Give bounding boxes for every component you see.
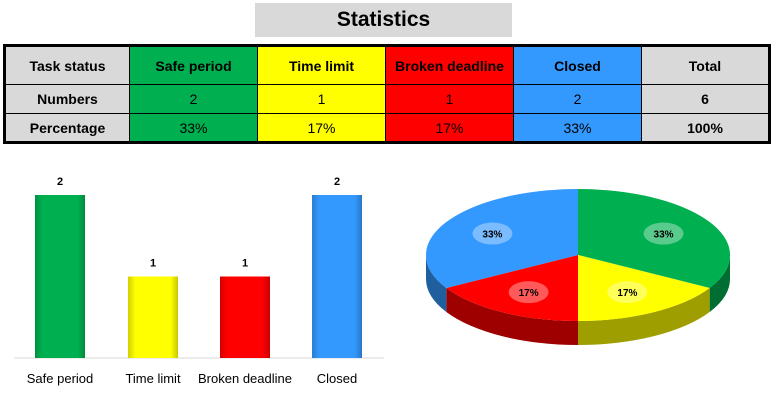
pie-slice-time-limit <box>578 255 710 321</box>
bar-data-label-broken-deadline: 1 <box>242 258 248 270</box>
cell-percentage-safe-period: 33% <box>129 113 258 143</box>
cell-number-time-limit: 1 <box>257 84 386 114</box>
statistics-table: Task status Safe period Time limit Broke… <box>3 44 771 144</box>
header-broken-deadline: Broken deadline <box>385 45 514 85</box>
cell-percentage-total: 100% <box>641 113 770 143</box>
cell-number-closed: 2 <box>513 84 642 114</box>
row-label-percentage: Percentage <box>4 113 130 143</box>
cell-percentage-time-limit: 17% <box>257 113 386 143</box>
bar-data-label-safe-period: 2 <box>57 176 63 188</box>
cell-number-safe-period: 2 <box>129 84 258 114</box>
cell-number-broken-deadline: 1 <box>385 84 514 114</box>
pie-label-bubble-broken-deadline <box>508 281 549 304</box>
pie-data-label-safe-period: 33% <box>654 230 674 241</box>
cell-percentage-closed: 33% <box>513 113 642 143</box>
pie-label-bubble-safe-period <box>643 222 684 245</box>
cell-number-total: 6 <box>641 84 770 114</box>
bar-data-label-closed: 2 <box>334 176 340 188</box>
pie-side-safe-period <box>709 255 730 312</box>
header-safe-period: Safe period <box>129 45 258 85</box>
bar-tick-label-closed: Closed <box>317 371 357 386</box>
bar-tick-label-time-limit: Time limit <box>125 371 181 386</box>
bar-shade-safe-period <box>35 195 85 358</box>
bar-tick-label-broken-deadline: Broken deadline <box>198 371 292 386</box>
bar-shade-broken-deadline <box>220 276 270 358</box>
pie-data-label-time-limit: 17% <box>617 288 637 299</box>
bar-data-label-time-limit: 1 <box>150 258 156 270</box>
bar-shade-time-limit <box>128 276 178 358</box>
header-closed: Closed <box>513 45 642 85</box>
pie-label-bubble-closed <box>472 222 513 245</box>
pie-slice-safe-period <box>578 189 730 288</box>
header-total: Total <box>641 45 770 85</box>
page-title: Statistics <box>255 3 512 37</box>
pie-data-label-broken-deadline: 17% <box>519 288 539 299</box>
bar-shade-closed <box>312 195 362 358</box>
bar-tick-label-safe-period: Safe period <box>27 371 94 386</box>
pie-slice-broken-deadline <box>446 255 578 321</box>
pie-side-broken-deadline <box>446 288 578 345</box>
pie-side-time-limit <box>578 288 710 346</box>
header-task-status: Task status <box>4 45 130 85</box>
pie-label-bubble-time-limit <box>607 281 648 304</box>
pie-data-label-closed: 33% <box>482 230 502 241</box>
header-time-limit: Time limit <box>257 45 386 85</box>
row-label-numbers: Numbers <box>4 84 130 114</box>
pie-slice-closed <box>426 189 578 288</box>
pie-side-closed <box>426 255 447 312</box>
